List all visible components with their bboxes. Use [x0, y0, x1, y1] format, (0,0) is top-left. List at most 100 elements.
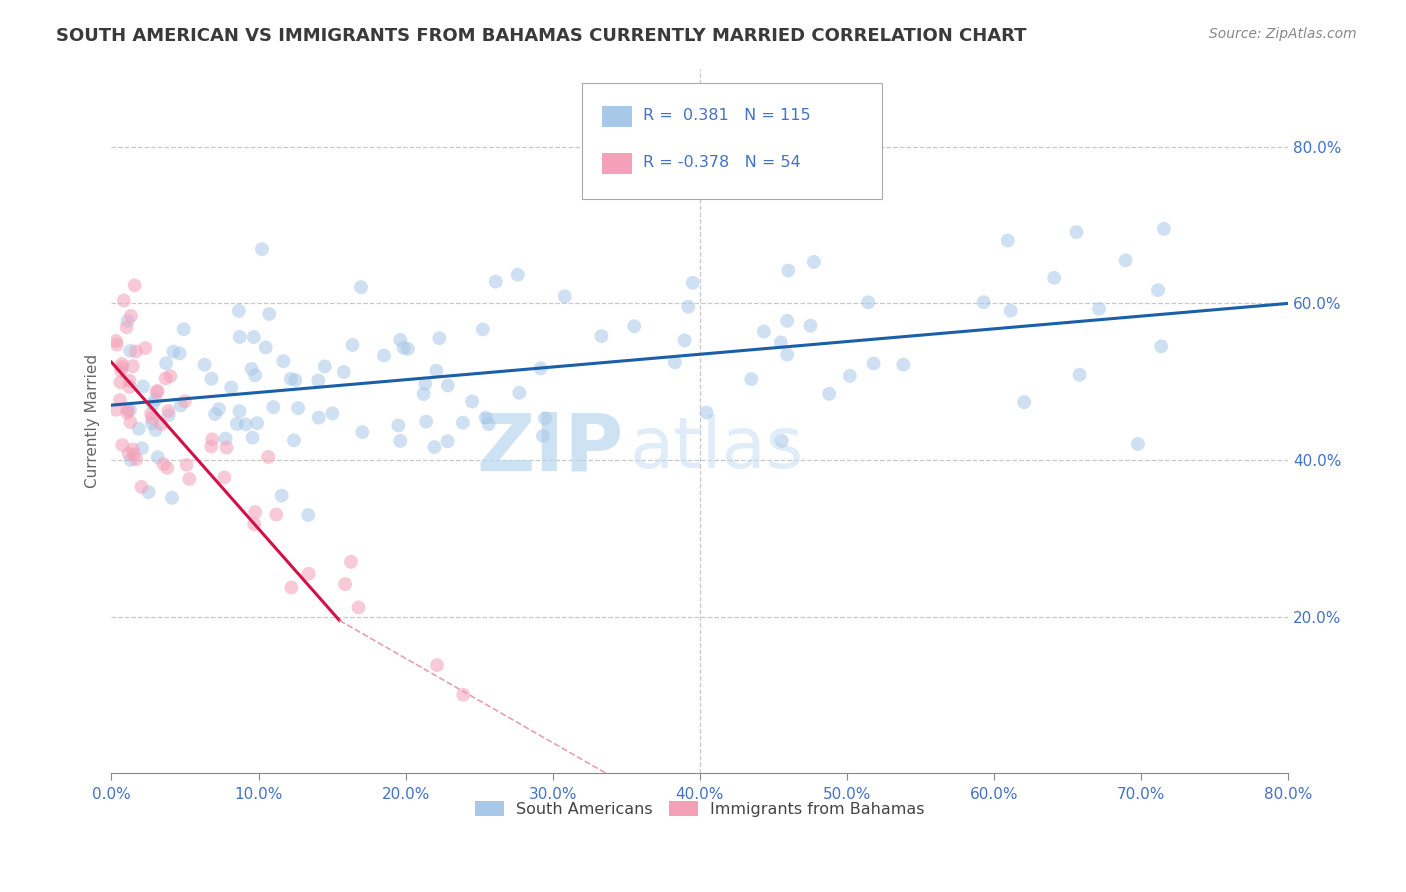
- Point: [243, 517, 266, 532]
- Point: [120, 343, 142, 358]
- Point: [128, 422, 150, 436]
- Point: [342, 338, 364, 352]
- Point: [280, 581, 302, 595]
- Point: [110, 363, 132, 377]
- Point: [373, 349, 395, 363]
- Point: [122, 359, 145, 374]
- Point: [1043, 271, 1066, 285]
- Point: [225, 417, 247, 431]
- Point: [115, 406, 138, 420]
- Point: [142, 397, 165, 411]
- Point: [118, 380, 141, 394]
- Point: [307, 374, 329, 388]
- Point: [1147, 283, 1170, 297]
- Point: [250, 242, 273, 256]
- Point: [287, 401, 309, 415]
- Point: [973, 295, 995, 310]
- Point: [219, 380, 242, 394]
- Point: [118, 403, 141, 417]
- Point: [776, 348, 799, 362]
- Point: [139, 407, 162, 421]
- Point: [262, 400, 284, 414]
- Point: [678, 300, 700, 314]
- Point: [769, 335, 792, 350]
- Point: [415, 415, 437, 429]
- Text: Source: ZipAtlas.com: Source: ZipAtlas.com: [1209, 27, 1357, 41]
- Point: [157, 404, 180, 418]
- Point: [554, 289, 576, 303]
- Point: [506, 268, 529, 282]
- Point: [740, 372, 762, 386]
- FancyBboxPatch shape: [602, 106, 631, 127]
- Point: [146, 450, 169, 465]
- Point: [179, 472, 201, 486]
- Point: [254, 340, 277, 354]
- Point: [474, 410, 496, 425]
- Point: [396, 342, 419, 356]
- Point: [1153, 222, 1175, 236]
- Point: [243, 505, 266, 519]
- Point: [124, 278, 146, 293]
- Point: [673, 334, 696, 348]
- Y-axis label: Currently Married: Currently Married: [86, 354, 100, 488]
- Point: [149, 417, 172, 432]
- Point: [162, 344, 184, 359]
- Point: [752, 325, 775, 339]
- Point: [350, 280, 373, 294]
- Point: [770, 434, 793, 448]
- Point: [159, 369, 181, 384]
- Point: [485, 275, 508, 289]
- Point: [157, 408, 180, 422]
- Point: [131, 441, 153, 455]
- Point: [111, 359, 134, 374]
- Point: [243, 330, 266, 344]
- Point: [387, 418, 409, 433]
- Point: [1000, 303, 1022, 318]
- Point: [245, 368, 267, 383]
- Point: [131, 480, 153, 494]
- Point: [145, 384, 167, 399]
- Point: [1069, 368, 1091, 382]
- Text: R =  0.381   N = 115: R = 0.381 N = 115: [644, 108, 811, 123]
- Point: [120, 309, 142, 323]
- Point: [117, 314, 139, 328]
- Point: [105, 337, 128, 351]
- Point: [228, 404, 250, 418]
- Point: [776, 314, 799, 328]
- Point: [314, 359, 336, 374]
- Point: [208, 402, 231, 417]
- Point: [112, 293, 135, 308]
- Point: [120, 415, 142, 429]
- Point: [862, 356, 884, 370]
- Point: [242, 431, 264, 445]
- Point: [145, 423, 167, 437]
- Point: [333, 577, 356, 591]
- Point: [160, 491, 183, 505]
- Point: [461, 394, 484, 409]
- Legend: South Americans, Immigrants from Bahamas: South Americans, Immigrants from Bahamas: [467, 793, 934, 825]
- Point: [214, 432, 236, 446]
- Point: [117, 403, 139, 417]
- Point: [200, 440, 222, 454]
- FancyBboxPatch shape: [582, 83, 883, 199]
- Point: [104, 334, 127, 348]
- Text: SOUTH AMERICAN VS IMMIGRANTS FROM BAHAMAS CURRENTLY MARRIED CORRELATION CHART: SOUTH AMERICAN VS IMMIGRANTS FROM BAHAMA…: [56, 27, 1026, 45]
- Point: [423, 440, 446, 454]
- Point: [426, 658, 449, 673]
- Point: [145, 392, 167, 407]
- Point: [297, 508, 319, 522]
- Point: [280, 372, 302, 386]
- Point: [200, 372, 222, 386]
- Point: [803, 255, 825, 269]
- Point: [534, 411, 557, 425]
- Point: [193, 358, 215, 372]
- Point: [156, 461, 179, 475]
- Point: [110, 376, 132, 390]
- Point: [591, 329, 613, 343]
- Point: [1126, 437, 1149, 451]
- Point: [235, 417, 257, 432]
- Point: [436, 434, 458, 449]
- Point: [664, 355, 686, 369]
- Point: [257, 307, 280, 321]
- Point: [141, 416, 163, 430]
